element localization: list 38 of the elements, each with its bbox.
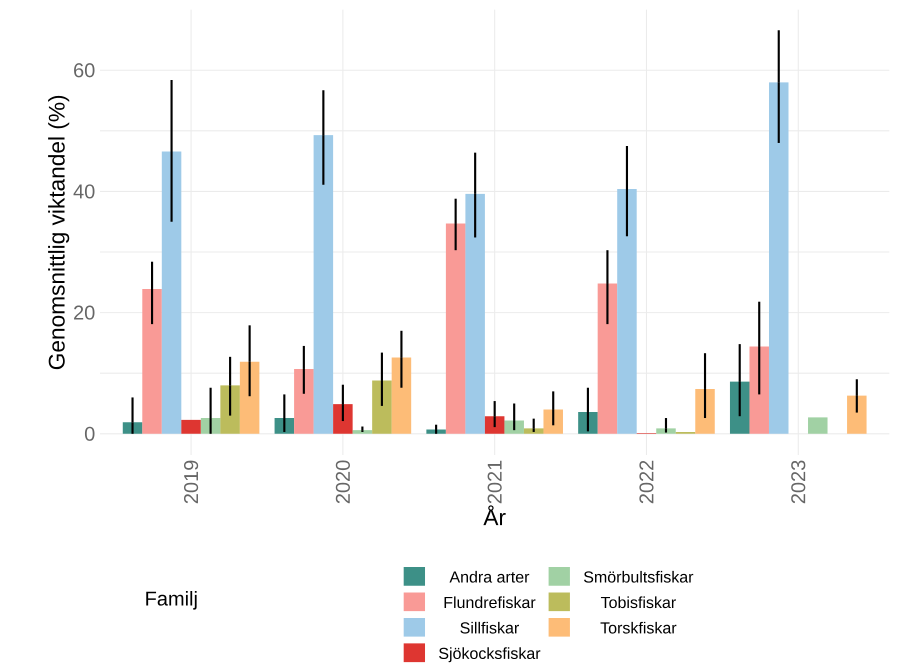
bar	[294, 368, 314, 434]
bar	[504, 420, 524, 434]
bar	[768, 82, 789, 434]
bar	[847, 396, 867, 434]
bar	[240, 362, 260, 434]
bar	[162, 151, 182, 434]
x-tick-label: 2023	[791, 460, 806, 504]
bar	[524, 428, 544, 434]
bar	[372, 380, 392, 434]
bar	[181, 420, 201, 434]
legend-label: Smörbultsfiskar	[584, 570, 694, 583]
legend-label: Torskfiskar	[600, 622, 676, 634]
legend-label: Sjökocksfiskar	[439, 647, 540, 662]
legend-label: Andra arter	[449, 570, 530, 583]
bar	[392, 357, 412, 434]
y-tick-label: 60	[74, 63, 94, 78]
x-tick-label: 2020	[336, 460, 350, 504]
bar	[352, 430, 372, 434]
bar	[617, 188, 637, 434]
y-tick-label: 0	[84, 426, 94, 441]
y-axis-title: Genomsnittlig viktandel (%)	[48, 96, 70, 370]
legend-label: Sillfiskar	[460, 622, 519, 634]
bar	[656, 428, 676, 434]
y-tick-label: 20	[74, 305, 94, 320]
legend-label: Tobisfiskar	[600, 596, 676, 608]
bar	[465, 194, 485, 434]
bar	[142, 288, 162, 434]
x-tick-label: 2019	[184, 460, 198, 504]
x-axis-title: År	[483, 505, 506, 526]
bar	[808, 417, 828, 434]
x-tick-label: 2021	[488, 460, 502, 504]
bar	[314, 134, 334, 434]
y-tick-label: 40	[74, 184, 94, 198]
bar	[446, 223, 466, 434]
legend-label: Flundrefiskar	[444, 596, 536, 608]
legend-title: Familj	[146, 590, 197, 610]
x-tick-label: 2022	[639, 460, 654, 504]
bar	[598, 283, 618, 434]
